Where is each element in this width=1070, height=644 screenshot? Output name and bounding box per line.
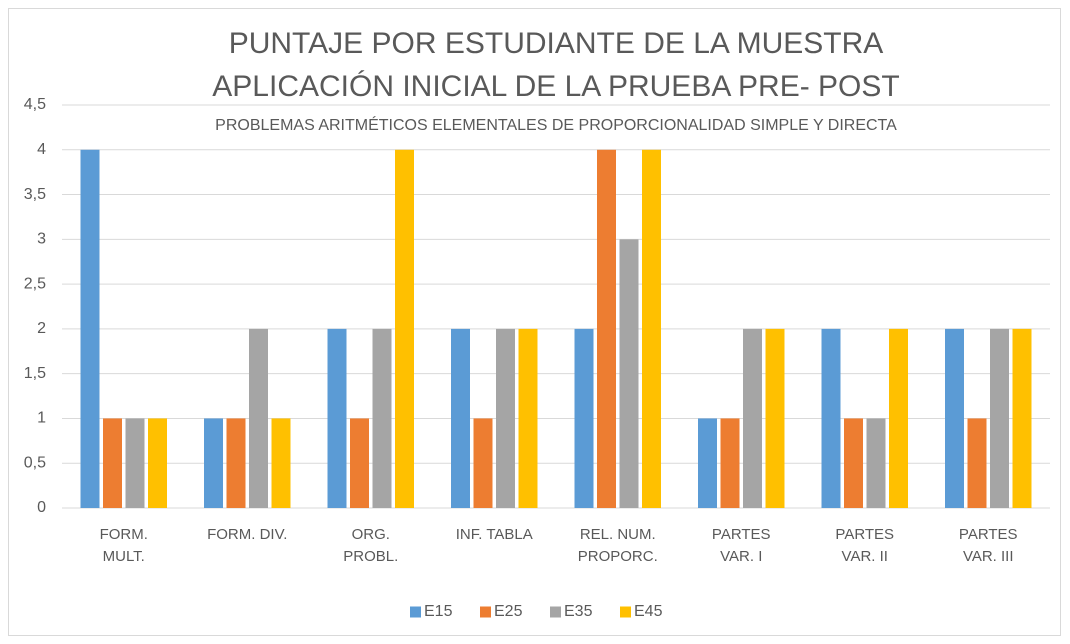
y-tick-label: 3,5 (24, 186, 46, 203)
bar (1012, 328, 1032, 508)
y-tick-label: 0 (37, 499, 46, 516)
chart-subtitle: PROBLEMAS ARITMÉTICOS ELEMENTALES DE PRO… (215, 115, 897, 134)
y-tick-label: 2,5 (24, 275, 46, 292)
bar (967, 418, 987, 508)
legend-label: E25 (494, 603, 523, 620)
bar (821, 328, 841, 508)
legend-label: E35 (564, 603, 593, 620)
y-tick-label: 4,5 (24, 96, 46, 113)
bar (327, 328, 347, 508)
bar (945, 328, 964, 508)
bar (103, 418, 122, 508)
bar (698, 418, 717, 508)
bar (619, 239, 639, 509)
bar (372, 328, 392, 508)
chart-title: APLICACIÓN INICIAL DE LA PRUEBA PRE- POS… (212, 70, 899, 103)
bar (518, 328, 538, 508)
y-tick-label: 0,5 (24, 454, 46, 471)
bar (866, 418, 886, 508)
bar (765, 328, 785, 508)
legend-label: E45 (634, 603, 663, 620)
bar (990, 328, 1009, 508)
y-tick-label: 4 (37, 141, 46, 158)
x-tick-label: INF. TABLA (455, 526, 533, 543)
x-tick-label: PARTES VAR. III (958, 526, 1018, 565)
bar (574, 328, 594, 508)
bar (720, 418, 740, 508)
y-tick-label: 1 (37, 410, 46, 427)
bar (249, 328, 268, 508)
bar (889, 328, 908, 508)
bar (597, 149, 616, 508)
legend-swatch (620, 606, 631, 618)
x-tick-label: ORG. PROBL. (343, 526, 399, 565)
x-tick-label: REL. NUM. PROPORC. (577, 526, 658, 565)
bar (395, 149, 414, 508)
chart-border (8, 8, 1061, 636)
chart-title: PUNTAJE POR ESTUDIANTE DE LA MUESTRA (229, 27, 884, 60)
bar (148, 418, 167, 508)
bar (743, 328, 762, 508)
bar (271, 418, 291, 508)
y-tick-label: 2 (37, 320, 46, 337)
bar (350, 418, 369, 508)
x-tick-label: FORM. DIV. (207, 526, 288, 543)
bar (125, 418, 145, 508)
bar (226, 418, 246, 508)
bar (204, 418, 223, 508)
bar (496, 328, 515, 508)
x-tick-label: FORM. MULT. (99, 526, 148, 565)
bar (642, 149, 661, 508)
bar (451, 328, 470, 508)
legend-label: E15 (424, 603, 453, 620)
legend-swatch (550, 606, 561, 618)
bar (844, 418, 863, 508)
legend-swatch (410, 606, 421, 618)
bar (473, 418, 493, 508)
legend-swatch (480, 606, 491, 618)
y-tick-label: 1,5 (24, 365, 46, 382)
bar (80, 149, 100, 508)
x-tick-label: PARTES VAR. II (835, 526, 895, 565)
y-tick-label: 3 (37, 231, 46, 248)
x-tick-label: PARTES VAR. I (711, 526, 771, 565)
